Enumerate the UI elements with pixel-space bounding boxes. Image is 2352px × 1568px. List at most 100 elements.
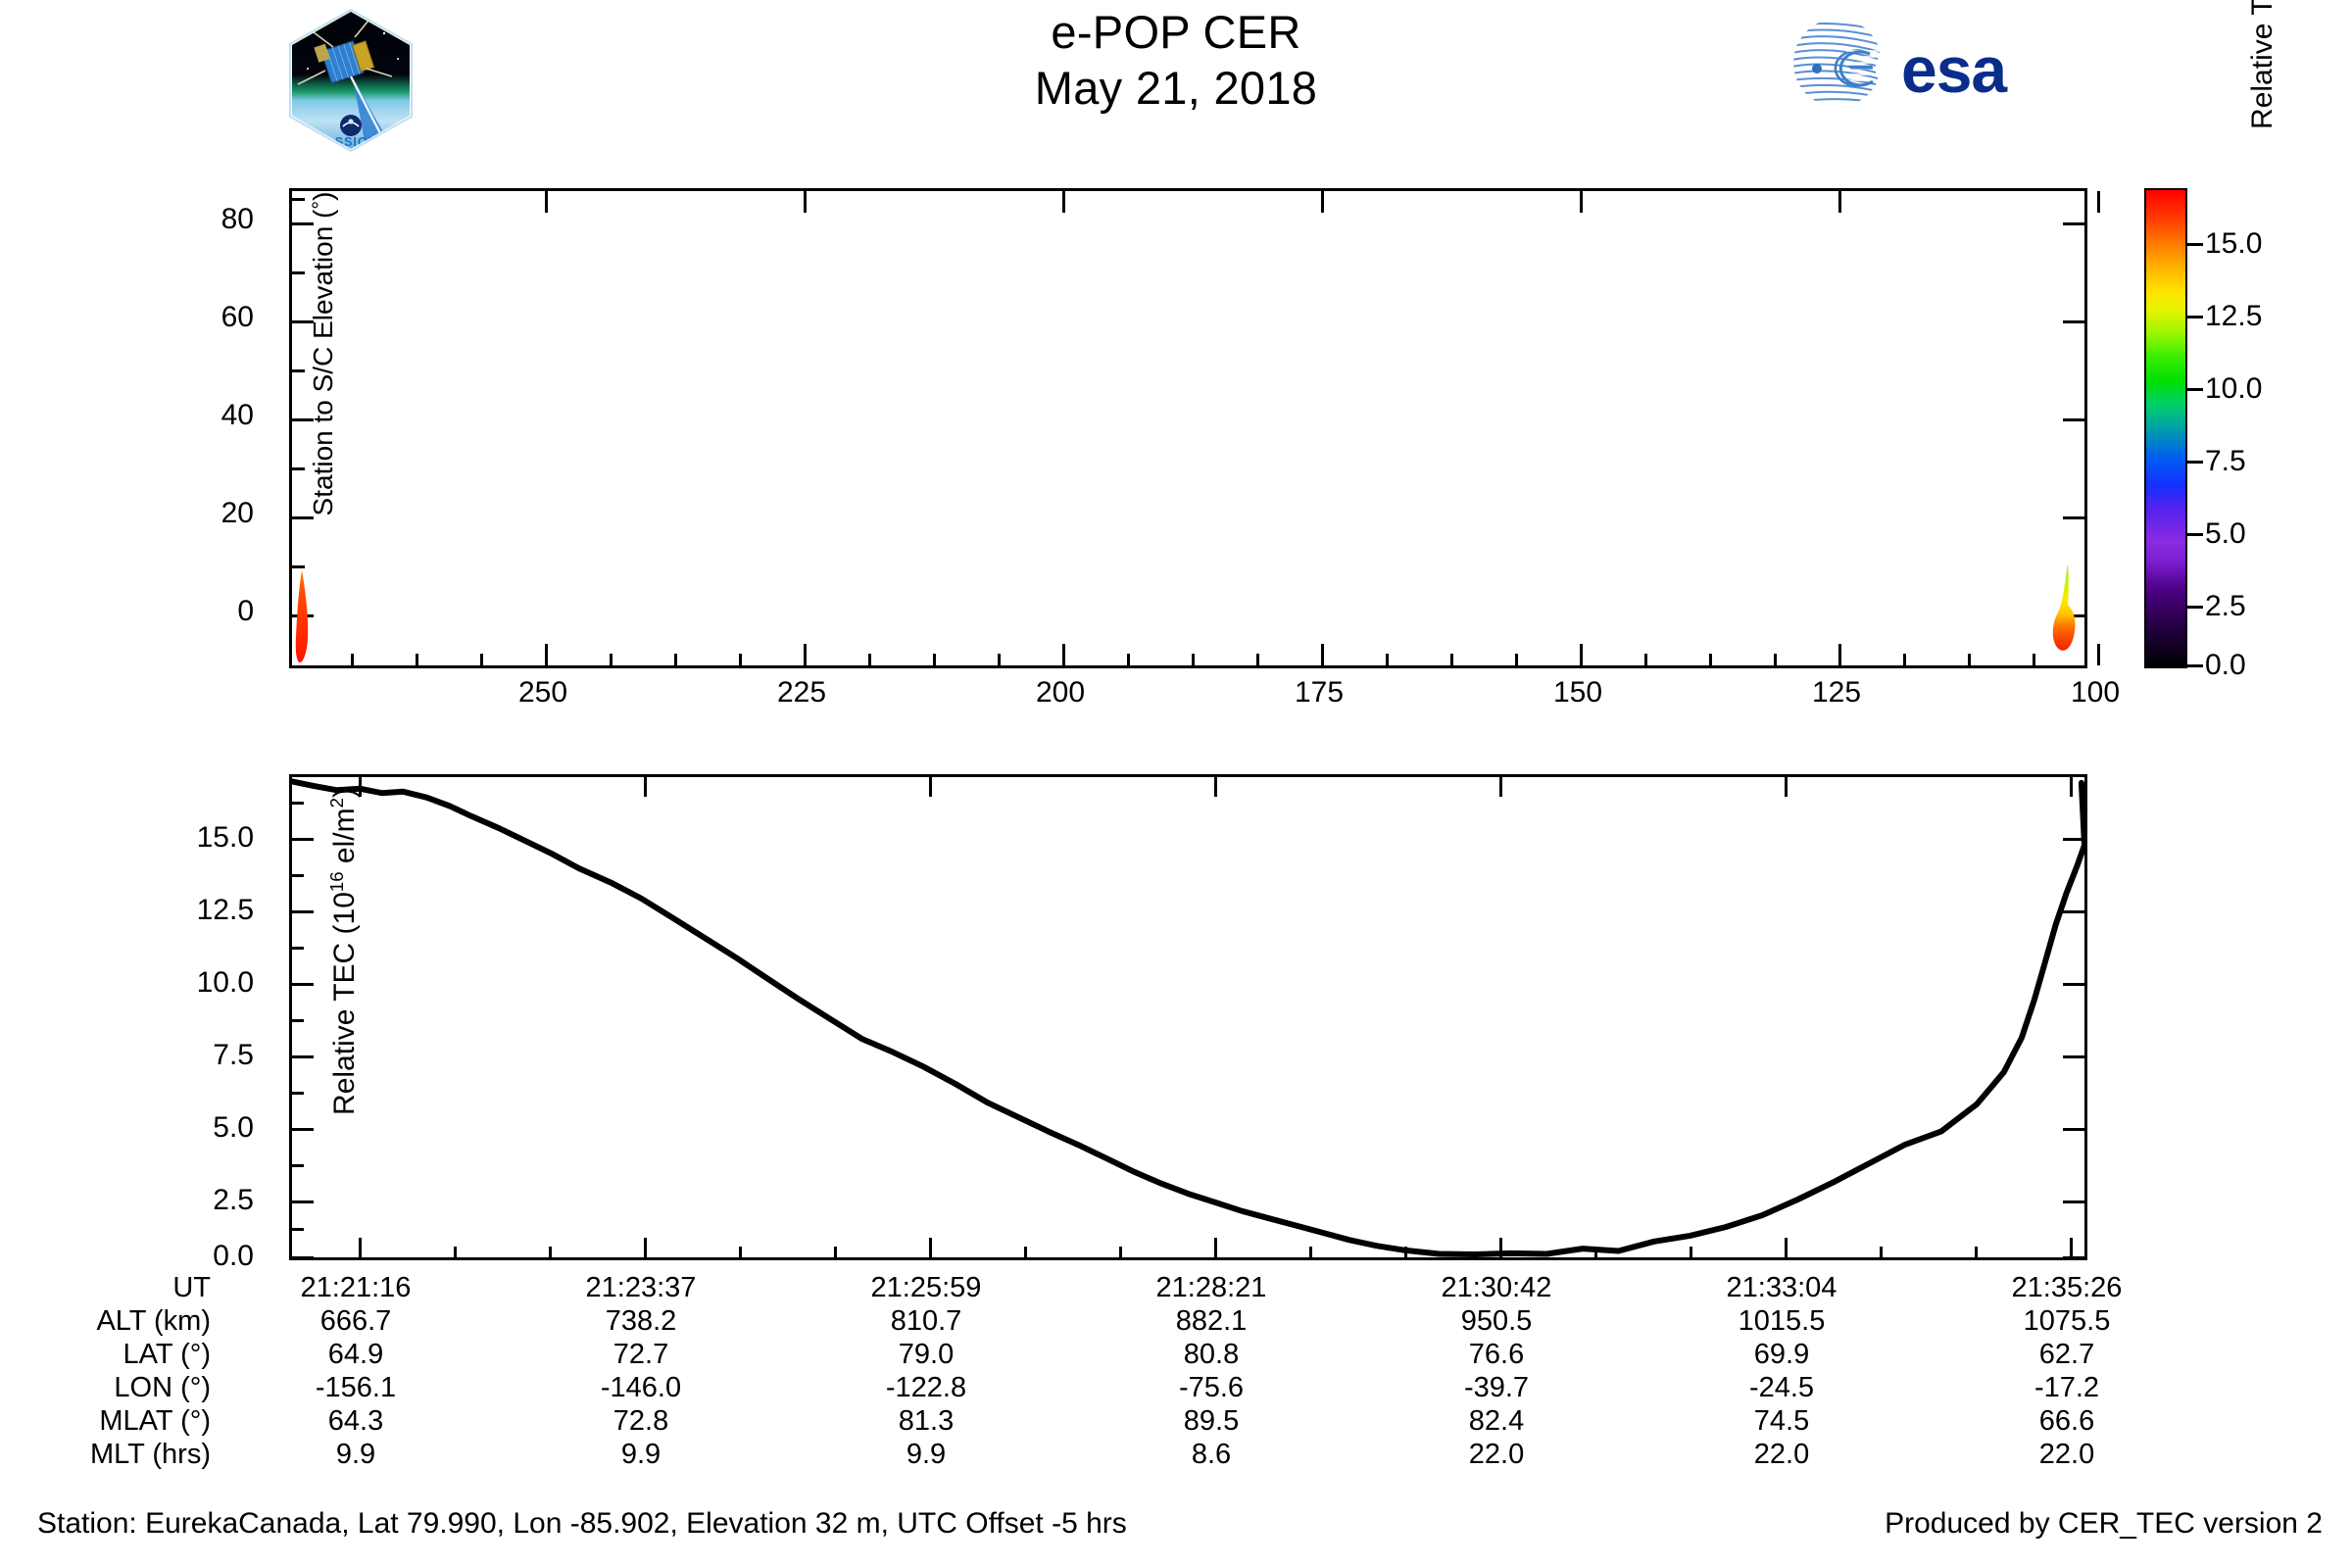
x2-tick-minor [1309,1247,1312,1257]
page-date: May 21, 2018 [1034,62,1318,114]
x-tick-label-100: 100 [2070,676,2121,709]
table-row: LAT (°) 64.9 72.7 79.0 80.8 76.6 69.9 62… [0,1339,2352,1372]
table-cell: -39.7 [1463,1372,1530,1403]
table-cell: 1075.5 [2023,1305,2111,1337]
y-tick-label-40: 40 [220,399,254,431]
y2-tick-major [292,910,314,913]
row-label-lon: LON (°) [114,1372,211,1403]
cbar-tick [2187,606,2203,609]
y2-tick-major-right [2063,1055,2084,1058]
x-tick-major-top [1580,191,1583,213]
cbar-tick [2187,664,2203,667]
cassiope-patch-icon: CASSIOPE [289,8,413,153]
y-tick-major-right [2063,516,2084,519]
x-tick-major [1580,644,1583,665]
table-cell: 79.0 [898,1339,955,1370]
y2-tick-minor [292,947,304,950]
x2-tick-major-top [644,777,647,797]
table-cell: 950.5 [1460,1305,1533,1337]
table-cell: -24.5 [1748,1372,1815,1403]
title-block: e-POP CER May 21, 2018 [0,4,2352,116]
y2-tick-major [292,1055,314,1058]
y2-tick-label-2-5: 2.5 [213,1184,254,1216]
y2-tick-major [292,983,314,986]
x-tick-major [1838,644,1841,665]
y-tick-major [292,516,314,519]
table-cell: 62.7 [2038,1339,2095,1370]
table-cell: 21:30:42 [1441,1272,1552,1303]
table-cell: 1015.5 [1738,1305,1826,1337]
tec-curve [292,778,2084,1257]
x-tick-major-top [1838,191,1841,213]
x-tick-minor [674,654,677,665]
y-tick-label-60: 60 [220,301,254,333]
x2-tick-minor [1024,1247,1027,1257]
y2-tick-label-0: 0.0 [213,1240,254,1272]
tec-axis-label: Relative TEC (1016 el/m2) [326,788,361,1115]
table-cell: -122.8 [885,1372,967,1403]
x2-tick-major-top [1499,777,1502,797]
y2-tick-major [292,1256,314,1259]
x-tick-minor [998,654,1001,665]
x-tick-minor [1903,654,1906,665]
x2-tick-major-top [1214,777,1217,797]
cbar-tick [2187,316,2203,318]
x-tick-minor [1515,654,1518,665]
y2-tick-major-right [2063,910,2084,913]
x-tick-minor [1774,654,1777,665]
table-cell: 882.1 [1175,1305,1248,1337]
table-cell: 74.5 [1753,1405,1810,1437]
table-cell: -156.1 [315,1372,397,1403]
x-tick-major-top [1321,191,1324,213]
table-cell: 76.6 [1468,1339,1525,1370]
table-cell: 89.5 [1183,1405,1240,1437]
table-cell: 666.7 [319,1305,392,1337]
x-tick-minor [739,654,742,665]
x-tick-major [1062,644,1065,665]
x-tick-major [2097,644,2100,665]
x2-tick-major [1214,1238,1217,1257]
x-tick-major [804,644,807,665]
x2-tick-major [644,1238,647,1257]
table-row: MLT (hrs) 9.9 9.9 9.9 8.6 22.0 22.0 22.0 [0,1439,2352,1472]
x2-tick-minor [549,1247,552,1257]
y2-tick-major-right [2063,1256,2084,1259]
esa-logo: esa [1791,18,2085,108]
x-tick-label-250: 250 [517,676,568,709]
y2-tick-minor [292,1092,304,1095]
cbar-tick [2187,243,2203,246]
y-tick-major [292,320,314,323]
y2-tick-label-15: 15.0 [196,821,254,854]
y2-tick-major-right [2063,983,2084,986]
y-tick-major [292,222,314,225]
y2-tick-major [292,1200,314,1203]
table-cell: 64.9 [327,1339,384,1370]
y-tick-minor [292,565,305,568]
x-tick-minor [868,654,871,665]
y2-tick-major [292,1128,314,1131]
y2-tick-minor [292,802,304,805]
table-cell: 72.8 [612,1405,669,1437]
table-cell: 80.8 [1183,1339,1240,1370]
row-label-ut: UT [172,1272,211,1303]
y-tick-minor [292,271,305,274]
x2-tick-minor [454,1247,457,1257]
x-tick-minor [1450,654,1453,665]
table-cell: 810.7 [890,1305,962,1337]
y2-tick-minor [292,1228,304,1231]
tec-time-plot: Relative TEC (1016 el/m2) [289,774,2087,1260]
table-cell: 22.0 [1468,1439,1525,1470]
produced-by-footer: Produced by CER_TEC version 2 [1885,1507,2323,1540]
table-cell: 22.0 [1753,1439,1810,1470]
y-tick-label-20: 20 [220,497,254,529]
x2-tick-minor [1690,1247,1692,1257]
x2-tick-major [1785,1238,1788,1257]
table-cell: -17.2 [2034,1372,2100,1403]
x-tick-label-225: 225 [776,676,827,709]
x-tick-major-top [804,191,807,213]
x-tick-major-top [545,191,548,213]
table-row: UT 21:21:16 21:23:37 21:25:59 21:28:21 2… [0,1272,2352,1305]
cassiope-logo: CASSIOPE [282,8,419,153]
cbar-label-2-5: 2.5 [2205,590,2246,622]
table-cell: 22.0 [2038,1439,2095,1470]
